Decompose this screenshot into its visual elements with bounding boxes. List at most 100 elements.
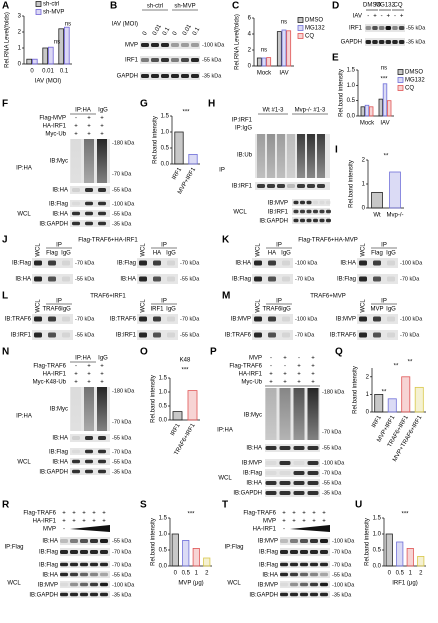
blot-band — [300, 562, 308, 567]
blot-label: + — [100, 124, 104, 130]
blot-band — [257, 184, 265, 188]
y-tick-label: 0 — [362, 206, 366, 212]
blot-label: IB:Flag — [49, 202, 68, 208]
significance: *** — [380, 77, 388, 83]
y-tick-label: 0.0 — [373, 564, 382, 570]
blot-band — [307, 461, 319, 465]
blot-label: IB:Myc — [244, 413, 262, 419]
blot-band — [85, 188, 93, 192]
y-tick-label: 1.0 — [159, 390, 168, 396]
blot-label: IgG — [386, 307, 396, 313]
blot-label: -70 kDa — [332, 549, 352, 555]
blot-band — [280, 550, 288, 554]
blot-band — [90, 572, 98, 577]
blot-band — [80, 550, 88, 554]
legend-label: CQ — [305, 34, 314, 40]
blot-band — [300, 539, 308, 543]
blot-label: + — [87, 132, 91, 138]
blot-label: -55 kDa — [112, 435, 132, 441]
blot-band — [100, 550, 108, 554]
blot-label: + — [82, 519, 86, 525]
significance: *** — [182, 110, 190, 116]
blot-row — [265, 479, 320, 487]
blot-band — [387, 316, 395, 322]
blot-label: IB:HA — [52, 212, 68, 218]
blot-label: IgG — [281, 307, 291, 313]
blot-band — [80, 572, 88, 577]
blot-band — [387, 276, 395, 282]
blot-band — [300, 200, 305, 205]
chart-title: K48 — [180, 358, 191, 364]
legend-swatch — [397, 85, 404, 91]
panel-letter: G — [140, 99, 148, 110]
blot-label: IgG — [98, 356, 108, 362]
blot-band — [290, 539, 298, 543]
blot-band — [378, 26, 385, 30]
blot-band — [310, 572, 318, 577]
x-tick-label: IRF1 — [371, 414, 383, 429]
x-axis-label: IRF1 (μg) — [392, 581, 417, 587]
blot-band — [265, 471, 277, 475]
bar — [389, 171, 401, 209]
blot-band — [282, 276, 290, 282]
blot-band — [100, 592, 108, 597]
blot-label: IAV — [353, 14, 362, 20]
blot-label: IP:HA — [16, 166, 32, 172]
blot-label: IB:Flag — [243, 471, 262, 477]
blot-label: -55 kDa — [180, 332, 200, 338]
bar — [385, 533, 393, 567]
blot-band — [300, 218, 305, 223]
blot-band — [98, 459, 106, 464]
blot-label: IB:Flag — [49, 450, 68, 456]
y-axis-label: Rel.RNA Level(folds) — [235, 14, 241, 70]
bar — [174, 131, 184, 165]
blot-row — [265, 469, 320, 477]
blot-label: - — [298, 356, 300, 362]
y-tick-label: 1 — [18, 46, 22, 52]
blot-label: HA — [153, 251, 161, 257]
blot-label: -35 kDa — [112, 469, 132, 475]
blot-band — [267, 184, 275, 188]
significance: ** — [382, 390, 387, 396]
blot-band — [280, 572, 288, 577]
blot-label: IP — [161, 299, 167, 305]
blot-band — [293, 218, 299, 223]
blot-label: IB:HA — [42, 539, 58, 545]
blot-label: sh-ctrl — [147, 4, 163, 10]
blot-label: Flag — [371, 251, 383, 257]
panel-letter: R — [2, 500, 10, 511]
y-tick-label: 0.0 — [159, 564, 168, 570]
blot-label: IgG — [166, 307, 176, 313]
y-axis-label: Rel.band intensity — [349, 160, 355, 208]
blot-label: -55 kDa — [112, 187, 132, 193]
blot-band — [98, 449, 106, 454]
legend-swatch — [35, 9, 42, 15]
blot-label: + — [74, 380, 78, 386]
bar — [182, 540, 190, 567]
blot-label: + — [322, 519, 326, 525]
blot-label: IgG — [98, 108, 108, 114]
blot-label: IgG — [386, 251, 396, 257]
blot-label: IB:HA — [52, 460, 68, 466]
significance: ns — [261, 48, 267, 54]
blot-band — [317, 184, 325, 188]
blot-label: IB:HA — [120, 277, 136, 283]
blot-band — [98, 211, 106, 216]
y-tick-label: 1.5 — [161, 114, 170, 120]
blot-label: IB:MVP — [268, 201, 288, 207]
blot-label: -70 kDa — [180, 260, 200, 266]
y-axis-label: Rel.band intensity — [151, 518, 157, 566]
blot-smear — [297, 134, 305, 178]
panel-letter: I — [335, 145, 338, 156]
blot-band — [191, 58, 199, 62]
blot-label: + — [312, 519, 316, 525]
blot-band — [85, 459, 93, 464]
blot-label: + — [100, 380, 104, 386]
blot-label: 0 — [172, 30, 179, 36]
legend-label: MG132 — [305, 26, 325, 32]
blot-label: Myc-Ub — [241, 380, 262, 386]
blot-band — [320, 582, 328, 587]
blot-label: - — [75, 364, 77, 370]
blot-label: -100 kDa — [400, 316, 423, 322]
legend-swatch — [297, 33, 304, 39]
